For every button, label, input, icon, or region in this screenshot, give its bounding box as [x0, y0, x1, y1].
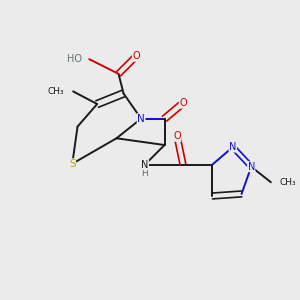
Text: N: N	[248, 162, 255, 172]
Text: O: O	[173, 131, 181, 141]
Text: CH₃: CH₃	[280, 178, 296, 187]
Text: HO: HO	[67, 54, 82, 64]
Text: N: N	[229, 142, 236, 152]
Text: N: N	[137, 114, 145, 124]
Text: H: H	[142, 169, 148, 178]
Text: O: O	[179, 98, 187, 108]
Text: CH₃: CH₃	[48, 87, 64, 96]
Text: N: N	[141, 160, 148, 170]
Text: S: S	[69, 159, 76, 169]
Text: O: O	[132, 51, 140, 61]
